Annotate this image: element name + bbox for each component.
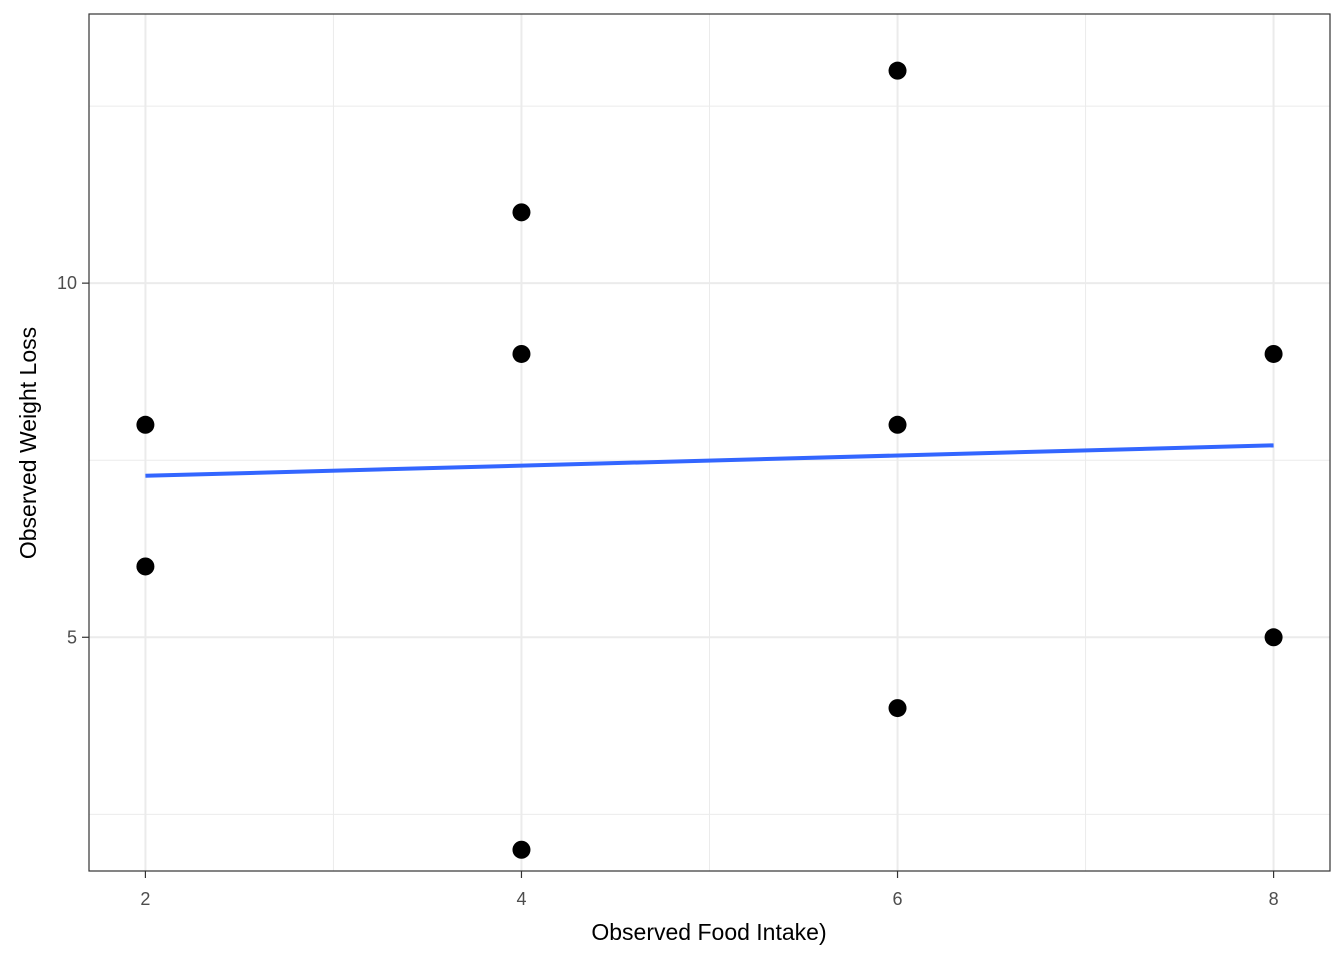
data-points (136, 61, 1283, 859)
data-point (888, 61, 907, 80)
x-axis-title: Observed Food Intake) (591, 919, 826, 945)
y-axis-title: Observed Weight Loss (15, 327, 41, 559)
x-tick-label: 4 (516, 889, 526, 909)
data-point (1264, 344, 1283, 363)
y-tick-label: 10 (57, 273, 77, 293)
y-axis-ticks: 5 10 (57, 273, 89, 647)
x-tick-label: 8 (1269, 889, 1279, 909)
data-point (512, 203, 531, 222)
data-point (512, 344, 531, 363)
data-point (888, 699, 907, 718)
data-point (136, 415, 155, 434)
x-tick-label: 6 (893, 889, 903, 909)
trend-line (145, 443, 1274, 478)
data-point (512, 840, 531, 859)
y-tick-label: 5 (67, 627, 77, 647)
x-tick-label: 2 (140, 889, 150, 909)
trend-line-layer (145, 443, 1274, 478)
x-axis-ticks: 2 4 6 8 (140, 871, 1279, 909)
panel-border (88, 13, 1331, 872)
data-point (1264, 628, 1283, 647)
data-point (136, 557, 155, 576)
data-point (888, 415, 907, 434)
